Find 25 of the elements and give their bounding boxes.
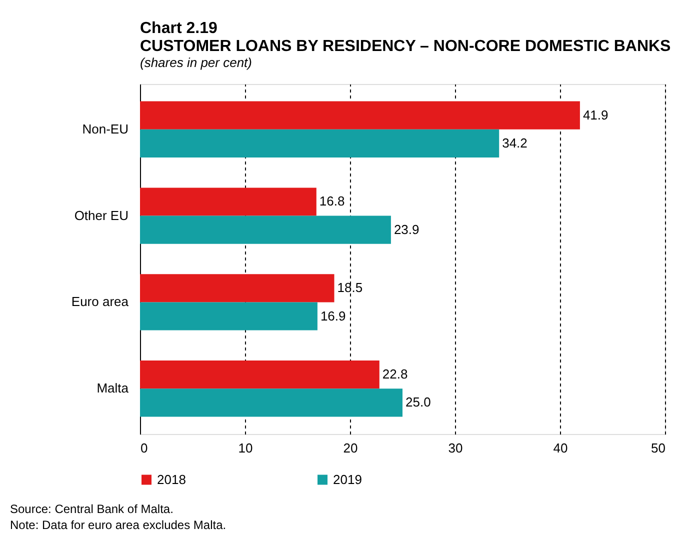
chart-subtitle: (shares in per cent): [140, 55, 252, 70]
legend-label: 2018: [157, 472, 186, 487]
text: Chart 2.19: [140, 20, 218, 37]
data-label: 22.8: [382, 366, 408, 382]
text: CUSTOMER LOANS BY RESIDENCY – NON-CORE DOMESTIC BANKS: [140, 38, 671, 55]
y-tick-label: Euro area: [71, 294, 130, 310]
legend-label: 2019: [333, 472, 362, 487]
text: Note: Data for euro area excludes Malta.: [10, 518, 226, 532]
data-label: 16.8: [319, 194, 345, 209]
x-tick-label: 10: [238, 440, 253, 456]
y-tick-label: Other EU: [74, 208, 128, 223]
data-label: 25.0: [406, 394, 431, 410]
x-tick-label: 30: [448, 440, 463, 456]
data-label: 23.9: [394, 222, 420, 237]
data-label: 18.5: [337, 280, 363, 296]
x-tick-label: 50: [651, 440, 666, 456]
x-tick-label: 0: [140, 440, 148, 456]
data-label: 34.2: [502, 135, 528, 150]
y-tick-label: Malta: [96, 380, 130, 396]
source-note: Source: Central Bank of Malta.: [10, 502, 174, 516]
data-label: 41.9: [582, 107, 608, 122]
x-tick-label: 20: [343, 440, 358, 456]
y-tick-label: Non-EU: [82, 121, 128, 136]
x-tick-label: 40: [553, 440, 568, 456]
data-label: 16.9: [320, 308, 346, 324]
